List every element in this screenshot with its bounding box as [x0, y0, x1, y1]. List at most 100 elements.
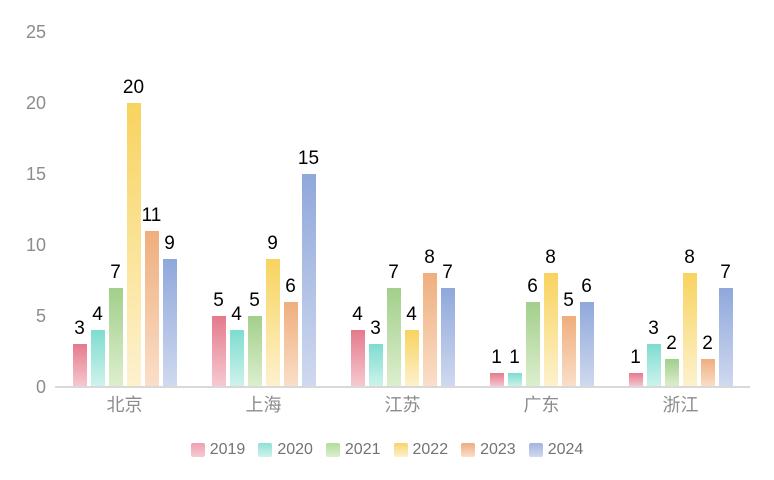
bar-group-2: 5 4 5 9 6 15 [194, 0, 333, 387]
bar-2024: 6 [579, 276, 594, 387]
y-tick-label: 25 [25, 22, 46, 42]
x-axis-label-2: 上海 [245, 395, 282, 415]
legend-item-2022[interactable]: 2022 [393, 440, 449, 460]
legend: 2019 2020 2021 2022 2023 2024 [0, 436, 774, 464]
legend-label: 2020 [277, 441, 313, 458]
bar-value-label: 6 [527, 276, 538, 297]
bar-2020: 4 [90, 304, 105, 387]
bar-value-label: 3 [648, 318, 659, 339]
bar-value-label: 4 [352, 304, 363, 325]
bar-value-label: 5 [249, 290, 260, 311]
bar-value-label: 3 [370, 318, 381, 339]
bar-2019: 1 [628, 347, 643, 387]
bar-value-label: 4 [406, 304, 417, 325]
bar-2021: 7 [386, 262, 401, 387]
bar-value-label: 4 [231, 304, 242, 325]
bar-value-label: 7 [110, 262, 121, 283]
legend-swatch-icon [528, 443, 543, 457]
bar-2023: 6 [283, 276, 298, 387]
legend-item-2024[interactable]: 2024 [528, 440, 584, 460]
bar-2022: 9 [265, 233, 280, 387]
bar-value-label: 11 [141, 205, 162, 226]
bar-value-label: 20 [122, 77, 145, 98]
bar-2024: 15 [298, 148, 319, 387]
bar-value-label: 7 [442, 262, 453, 283]
bar-value-label: 8 [424, 247, 435, 268]
y-tick-label: 10 [25, 235, 46, 255]
bar-value-label: 1 [509, 347, 520, 368]
x-axis-label-4: 广东 [523, 395, 560, 415]
bar-value-label: 5 [213, 290, 224, 311]
bar-2021: 6 [525, 276, 540, 387]
y-tick-label: 20 [25, 93, 46, 113]
bar-value-label: 9 [267, 233, 278, 254]
bar-value-label: 6 [581, 276, 592, 297]
x-axis-labels: 北京 上海 江苏 广东 浙江 [55, 393, 750, 417]
bar-value-label: 4 [92, 304, 103, 325]
bar-2019: 5 [211, 290, 226, 387]
bar-value-label: 2 [666, 333, 677, 354]
legend-item-2023[interactable]: 2023 [461, 440, 516, 460]
legend-label: 2023 [480, 441, 516, 458]
bar-2020: 4 [229, 304, 244, 387]
bar-2020: 3 [368, 318, 383, 387]
legend-swatch-icon [393, 443, 408, 457]
bar-value-label: 5 [563, 290, 574, 311]
legend-item-2019[interactable]: 2019 [190, 440, 246, 460]
bar-group-1: 3 4 7 20 11 9 [55, 0, 194, 387]
x-axis-label-1: 北京 [106, 395, 143, 415]
bar-value-label: 2 [702, 333, 713, 354]
bar-2022: 8 [682, 247, 697, 387]
x-axis-line [55, 386, 750, 388]
bar-2024: 7 [718, 262, 733, 387]
bar-2022: 4 [404, 304, 419, 387]
plot-area: 3 4 7 20 11 9 5 4 5 9 6 15 4 3 7 4 8 7 1 1 6 8 5 6 1 3 2 8 2 7 [55, 0, 750, 387]
bar-value-label: 1 [491, 347, 502, 368]
bar-2022: 20 [123, 77, 144, 387]
legend-label: 2021 [344, 441, 381, 458]
bar-value-label: 6 [285, 276, 296, 297]
legend-swatch-icon [325, 443, 340, 457]
y-axis: 0 5 10 15 20 25 [0, 0, 46, 480]
legend-swatch-icon [461, 443, 476, 457]
x-axis-label-3: 江苏 [384, 395, 421, 415]
legend-label: 2019 [209, 441, 246, 458]
bar-2022: 8 [543, 247, 558, 387]
bar-2021: 5 [247, 290, 262, 387]
bar-2021: 7 [108, 262, 123, 387]
bar-2023: 8 [422, 247, 437, 387]
x-axis-label-5: 浙江 [662, 395, 699, 415]
bar-2019: 4 [350, 304, 365, 387]
legend-label: 2022 [412, 441, 449, 458]
bar-2020: 3 [646, 318, 661, 387]
bar-value-label: 8 [545, 247, 556, 268]
legend-item-2020[interactable]: 2020 [258, 440, 313, 460]
bar-value-label: 8 [684, 247, 695, 268]
y-tick-label: 0 [35, 377, 46, 397]
bar-value-label: 15 [297, 148, 320, 169]
bar-2023: 2 [700, 333, 715, 387]
y-tick-label: 15 [25, 164, 46, 184]
bar-2019: 1 [489, 347, 504, 387]
legend-swatch-icon [258, 443, 273, 457]
bar-2023: 5 [561, 290, 576, 387]
bar-value-label: 3 [74, 318, 85, 339]
legend-swatch-icon [190, 443, 205, 457]
bar-value-label: 1 [630, 347, 641, 368]
legend-item-2021[interactable]: 2021 [325, 440, 381, 460]
bar-2023: 11 [142, 205, 161, 387]
bar-value-label: 7 [720, 262, 731, 283]
bar-value-label: 9 [164, 233, 175, 254]
bar-2024: 9 [162, 233, 177, 387]
bar-2019: 3 [72, 318, 87, 387]
bar-2024: 7 [440, 262, 455, 387]
legend-label: 2024 [547, 441, 584, 458]
y-tick-label: 5 [35, 306, 46, 326]
bar-value-label: 7 [388, 262, 399, 283]
bar-2020: 1 [507, 347, 522, 387]
bar-2021: 2 [664, 333, 679, 387]
